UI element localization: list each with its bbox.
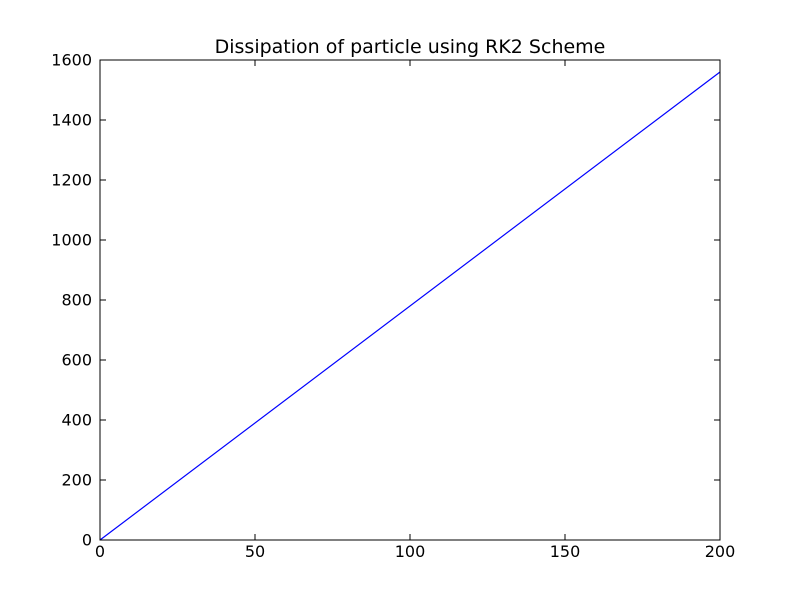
x-tick-label-150: 150 (550, 542, 581, 561)
y-tick-label-800: 800 (61, 291, 92, 310)
x-tick-label-100: 100 (395, 542, 426, 561)
y-tick-label-400: 400 (61, 411, 92, 430)
x-tick-label-0: 0 (95, 542, 105, 561)
chart-title: Dissipation of particle using RK2 Scheme (215, 36, 606, 58)
series-layer (99, 71, 721, 541)
y-tick-label-0: 0 (82, 531, 92, 550)
y-tick-label-1400: 1400 (51, 111, 92, 130)
axes-layer: 0 50 100 150 200 0 200 400 600 800 1000 1200 1400 160… (51, 51, 735, 562)
x-tick-label-50: 50 (245, 542, 265, 561)
y-tick-label-200: 200 (61, 471, 92, 490)
y-tick-label-1600: 1600 (51, 51, 92, 70)
y-tick-label-1200: 1200 (51, 171, 92, 190)
y-tick-label-1000: 1000 (51, 231, 92, 250)
x-tick-label-200: 200 (705, 542, 736, 561)
y-tick-label-600: 600 (61, 351, 92, 370)
series-line-0 (99, 71, 721, 541)
